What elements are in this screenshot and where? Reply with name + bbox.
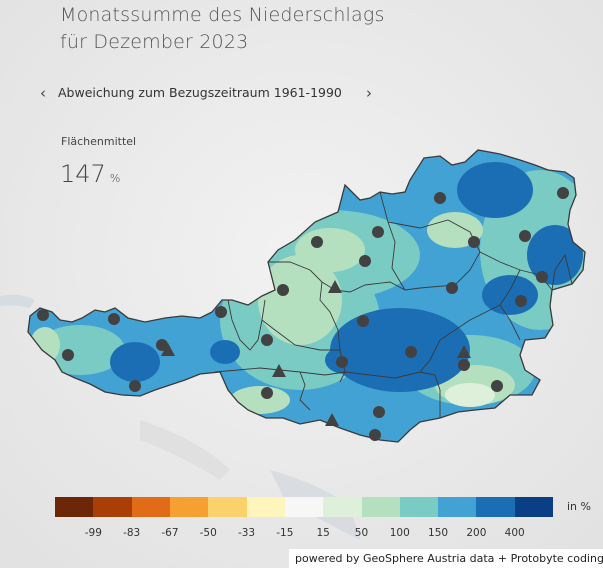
legend-tick-label: -99 [84, 527, 102, 539]
reference-period-label: Abweichung zum Bezugszeitraum 1961-1990 [58, 85, 342, 100]
legend-tick-label: 50 [354, 527, 369, 539]
legend-tick-label: 15 [316, 527, 330, 539]
legend-tick-label: -33 [237, 527, 256, 539]
color-legend: -99 -83 -67 -50 -33 -15 15 50 100 150 200 400 [55, 497, 555, 545]
legend-swatch [284, 497, 324, 517]
legend-tick-label: -83 [123, 527, 141, 539]
mountain-station-marker[interactable] [161, 343, 175, 356]
legend-tick-label: 200 [466, 527, 487, 539]
station-marker[interactable] [557, 187, 569, 199]
station-marker[interactable] [369, 429, 381, 441]
legend-tick-label: 100 [389, 527, 410, 539]
station-marker[interactable] [311, 236, 323, 248]
legend-swatch [476, 497, 515, 517]
station-marker[interactable] [446, 282, 458, 294]
mountain-station-marker[interactable] [325, 413, 339, 426]
mountain-station-marker[interactable] [272, 364, 286, 377]
area-mean-number: 147 [60, 160, 106, 188]
reference-period-selector: ‹ Abweichung zum Bezugszeitraum 1961-199… [34, 82, 384, 104]
legend-tick-label: -50 [199, 527, 217, 539]
legend-tick-label: 400 [504, 527, 525, 539]
station-marker[interactable] [372, 226, 384, 238]
area-mean-unit: % [109, 172, 121, 185]
station-marker[interactable] [37, 309, 49, 321]
station-marker[interactable] [261, 334, 273, 346]
station-marker[interactable] [156, 339, 168, 351]
legend-tick-label: -15 [276, 527, 294, 539]
mountain-station-marker[interactable] [457, 345, 471, 358]
austria-outline [27, 149, 586, 443]
station-marker[interactable] [491, 380, 503, 392]
chevron-right-icon[interactable]: › [366, 84, 372, 102]
station-marker[interactable] [519, 230, 531, 242]
precipitation-anomaly-fill [28, 150, 585, 442]
legend-tick-label: 150 [428, 527, 449, 539]
mountain-station-marker[interactable] [328, 280, 342, 293]
area-mean-label: Flächenmittel [61, 135, 137, 148]
station-marker[interactable] [458, 359, 470, 371]
legend-swatch [361, 497, 400, 517]
legend-swatch [208, 497, 247, 517]
station-marker[interactable] [373, 406, 385, 418]
legend-swatch [514, 497, 554, 517]
station-marker[interactable] [359, 255, 371, 267]
station-marker[interactable] [536, 271, 548, 283]
legend-swatch [399, 497, 439, 517]
station-marker[interactable] [129, 380, 141, 392]
legend-swatch [55, 497, 94, 517]
legend-swatch [169, 497, 209, 517]
attribution-credit: powered by GeoSphere Austria data + Prot… [289, 549, 603, 568]
legend-swatch [438, 497, 477, 517]
station-marker[interactable] [434, 192, 446, 204]
legend-color-bar [55, 497, 554, 517]
title-line-1: Monatssumme des Niederschlags [60, 4, 385, 26]
legend-swatch [93, 497, 132, 517]
station-marker[interactable] [215, 306, 227, 318]
legend-swatch [323, 497, 362, 517]
state-borders [214, 191, 573, 418]
station-marker[interactable] [357, 315, 369, 327]
legend-unit-label: in % [567, 500, 591, 513]
legend-swatch [131, 497, 170, 517]
page-title: Monatssumme des Niederschlags für Dezemb… [60, 2, 385, 56]
title-line-2: für Dezember 2023 [60, 31, 249, 53]
area-mean-value: 147% [60, 160, 120, 188]
weather-stations [37, 187, 569, 441]
station-marker[interactable] [515, 295, 527, 307]
legend-tick-label: -67 [161, 527, 179, 539]
station-marker[interactable] [277, 284, 289, 296]
station-marker[interactable] [62, 349, 74, 361]
station-marker[interactable] [261, 387, 273, 399]
station-marker[interactable] [405, 346, 417, 358]
station-marker[interactable] [108, 313, 120, 325]
chevron-left-icon[interactable]: ‹ [40, 84, 46, 102]
station-marker[interactable] [336, 356, 348, 368]
station-marker[interactable] [468, 236, 480, 248]
legend-swatch [246, 497, 285, 517]
